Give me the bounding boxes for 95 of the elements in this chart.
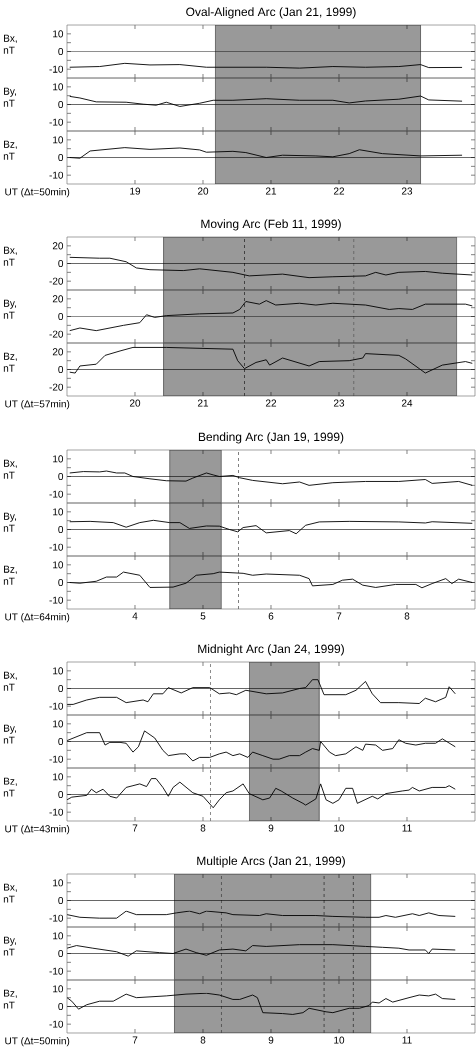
x-tick-label: 7 xyxy=(132,1036,138,1044)
y-axis-title: By, nT xyxy=(3,512,17,532)
y-tick-label: -10 xyxy=(49,596,64,604)
y-tick-label: 0 xyxy=(58,896,64,905)
x-tick-label: 11 xyxy=(402,1036,412,1044)
y-tick-label: 0 xyxy=(58,525,64,534)
x-tick-label: 8 xyxy=(200,1036,206,1044)
y-tick-label: -20 xyxy=(49,383,64,391)
x-tick-label: 9 xyxy=(268,1036,274,1044)
x-tick-label: 4 xyxy=(132,612,138,620)
y-axis-title: Bz, nT xyxy=(3,352,17,372)
y-axis-title: Bx, nT xyxy=(3,459,17,479)
x-tick-label: 23 xyxy=(401,187,413,195)
x-tick-label: 21 xyxy=(197,399,209,407)
y-tick-label: -10 xyxy=(49,171,64,179)
x-axis-title: UT (Δt=64min) xyxy=(5,613,70,623)
y-tick-label: 0 xyxy=(58,259,64,268)
y-tick-label: 20 xyxy=(52,242,64,250)
y-axis-title: By, nT xyxy=(3,724,17,744)
y-axis-title: Bx, nT xyxy=(3,246,17,266)
y-tick-label: 0 xyxy=(58,790,64,799)
y-tick-label: 0 xyxy=(58,737,64,746)
x-tick-label: 20 xyxy=(197,187,209,195)
y-tick-label: 0 xyxy=(58,100,64,109)
x-tick-label: 10 xyxy=(334,824,345,832)
y-tick-label: 0 xyxy=(58,684,64,693)
y-tick-label: 10 xyxy=(53,773,64,781)
x-tick-label: 5 xyxy=(200,612,206,620)
chart-title: Multiple Arcs (Jan 21, 1999) xyxy=(197,856,345,868)
y-tick-label: -10 xyxy=(49,702,64,710)
y-tick-label: 10 xyxy=(53,136,64,144)
x-tick-label: 24 xyxy=(401,399,413,407)
y-tick-label: 0 xyxy=(58,472,64,481)
y-axis-title: By, nT xyxy=(3,299,17,319)
y-tick-label: 0 xyxy=(58,153,64,162)
chart-title: Moving Arc (Feb 11, 1999) xyxy=(201,219,341,231)
y-tick-label: 10 xyxy=(53,508,64,516)
y-tick-label: -10 xyxy=(49,967,64,975)
y-axis-title: By, nT xyxy=(3,87,17,107)
y-tick-label: 10 xyxy=(53,455,64,463)
x-axis-title: UT (Δt=57min) xyxy=(5,400,70,410)
x-tick-label: 9 xyxy=(268,824,274,832)
y-axis-title: Bz, nT xyxy=(3,565,17,585)
y-axis-title: Bx, nT xyxy=(3,671,17,691)
y-axis-title: Bz, nT xyxy=(3,140,17,160)
y-tick-label: 10 xyxy=(53,879,64,887)
y-tick-label: 10 xyxy=(53,720,64,728)
chart-title: Midnight Arc (Jan 24, 1999) xyxy=(198,644,344,656)
y-tick-label: -10 xyxy=(49,808,64,816)
x-tick-label: 23 xyxy=(333,399,345,407)
y-tick-label: -10 xyxy=(49,490,64,498)
x-tick-label: 21 xyxy=(265,187,277,195)
y-tick-label: 0 xyxy=(58,312,64,321)
y-tick-label: 10 xyxy=(53,667,64,675)
y-tick-label: 10 xyxy=(53,932,64,940)
y-tick-label: 10 xyxy=(53,83,64,91)
y-tick-label: -10 xyxy=(49,543,64,551)
y-tick-label: 0 xyxy=(58,578,64,587)
chart-title: Oval-Aligned Arc (Jan 21, 1999) xyxy=(186,7,356,19)
y-tick-label: -20 xyxy=(49,277,64,285)
y-tick-label: 0 xyxy=(58,949,64,958)
y-axis-title: Bz, nT xyxy=(3,777,17,797)
x-tick-label: 7 xyxy=(132,824,138,832)
y-tick-label: 0 xyxy=(58,365,64,374)
y-axis-title: Bx, nT xyxy=(3,34,17,54)
y-tick-label: 10 xyxy=(53,561,64,569)
y-tick-label: -10 xyxy=(49,755,64,763)
y-axis-title: Bx, nT xyxy=(3,883,17,903)
y-tick-label: -10 xyxy=(49,65,64,73)
y-tick-label: 0 xyxy=(58,47,64,56)
x-axis-title: UT (Δt=43min) xyxy=(5,825,70,835)
x-tick-label: 11 xyxy=(402,824,412,832)
y-tick-label: 0 xyxy=(58,1002,64,1011)
x-tick-label: 8 xyxy=(200,824,206,832)
x-tick-label: 8 xyxy=(404,612,410,620)
y-tick-label: 20 xyxy=(52,295,64,303)
x-tick-label: 22 xyxy=(265,399,277,407)
y-axis-title: Bz, nT xyxy=(3,989,17,1009)
y-tick-label: -10 xyxy=(49,1020,64,1028)
x-tick-label: 19 xyxy=(130,187,141,195)
y-tick-label: 10 xyxy=(53,985,64,993)
chart-title: Bending Arc (Jan 19, 1999) xyxy=(198,432,344,444)
x-axis-title: UT (Δt=50min) xyxy=(5,1037,70,1047)
x-tick-label: 22 xyxy=(333,187,345,195)
x-tick-label: 20 xyxy=(129,399,141,407)
x-tick-label: 10 xyxy=(334,1036,345,1044)
y-tick-label: -20 xyxy=(49,330,64,338)
y-tick-label: -10 xyxy=(49,118,64,126)
y-axis-title: By, nT xyxy=(3,936,17,956)
x-axis-title: UT (Δt=50min) xyxy=(5,188,70,198)
y-tick-label: 20 xyxy=(52,348,64,356)
x-tick-label: 7 xyxy=(336,612,342,620)
y-tick-label: -10 xyxy=(49,914,64,922)
y-tick-label: 10 xyxy=(53,30,64,38)
x-tick-label: 6 xyxy=(268,612,274,620)
